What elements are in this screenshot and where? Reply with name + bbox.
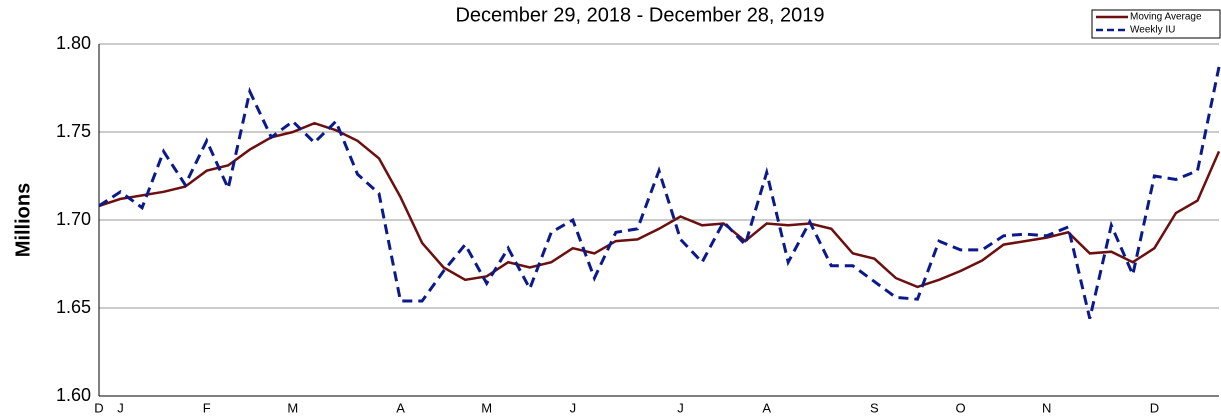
x-tick-label: F bbox=[203, 400, 211, 415]
series-line bbox=[98, 121, 1221, 289]
y-tick-label: 1.75 bbox=[56, 121, 91, 141]
x-tick-label: A bbox=[396, 400, 405, 415]
x-tick-label: N bbox=[1042, 400, 1051, 415]
x-tick-label: J bbox=[570, 400, 577, 415]
x-tick-label: M bbox=[481, 400, 492, 415]
x-tick-label: D bbox=[94, 400, 103, 415]
legend-label: Weekly IU bbox=[1130, 25, 1175, 36]
legend-box bbox=[1091, 9, 1221, 39]
y-tick-label: 1.65 bbox=[56, 297, 91, 317]
chart-title: December 29, 2018 - December 28, 2019 bbox=[455, 4, 824, 26]
y-tick-label: 1.80 bbox=[56, 33, 91, 53]
legend-label: Moving Average bbox=[1130, 12, 1202, 23]
x-tick-label: A bbox=[762, 400, 771, 415]
series-line bbox=[98, 66, 1221, 319]
x-tick-label: D bbox=[1150, 400, 1159, 415]
y-tick-label: 1.60 bbox=[56, 385, 91, 405]
y-tick-label: 1.70 bbox=[56, 209, 91, 229]
x-tick-label: M bbox=[287, 400, 298, 415]
x-tick-label: O bbox=[955, 400, 965, 415]
y-axis-label: Millions bbox=[12, 183, 34, 257]
x-tick-label: J bbox=[677, 400, 684, 415]
x-tick-label: J bbox=[117, 400, 124, 415]
x-tick-label: S bbox=[870, 400, 879, 415]
